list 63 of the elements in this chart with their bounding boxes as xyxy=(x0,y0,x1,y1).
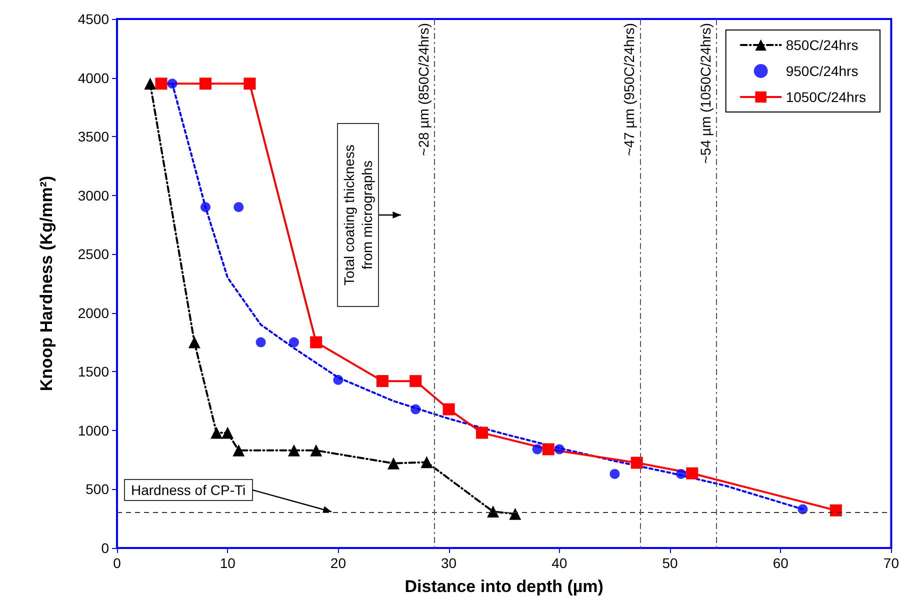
y-tick-label: 1000 xyxy=(78,422,110,438)
x-tick-label: 20 xyxy=(330,555,346,571)
point xyxy=(155,78,168,90)
point xyxy=(676,468,686,479)
point xyxy=(288,337,299,348)
y-axis-title: Knoop Hardness (Kg/mm²) xyxy=(37,176,56,392)
point xyxy=(256,337,266,348)
x-tick-label: 30 xyxy=(441,555,457,571)
point xyxy=(686,467,698,480)
y-tick-label: 3500 xyxy=(78,128,110,145)
point xyxy=(532,444,542,454)
point xyxy=(310,444,322,456)
point xyxy=(487,506,500,518)
point xyxy=(232,444,245,456)
point xyxy=(830,504,842,516)
legend-label: 950C/24hrs xyxy=(786,63,858,79)
y-tick-label: 500 xyxy=(86,481,110,498)
point xyxy=(610,468,620,479)
point xyxy=(199,78,212,90)
point xyxy=(554,444,564,454)
y-tick-label: 1500 xyxy=(78,364,110,380)
x-tick-label: 40 xyxy=(552,555,568,571)
point xyxy=(234,202,244,212)
point xyxy=(144,78,156,90)
ref-line-label: Hardness of CP-Ti xyxy=(124,479,253,501)
y-tick-label: 2500 xyxy=(78,246,110,262)
y-tick-label: 2000 xyxy=(78,304,110,321)
ref-line-label: ~47 µm (950C/24hrs) xyxy=(621,23,638,156)
y-tick-label: 4000 xyxy=(78,70,110,86)
ref-line-label: ~54 µm (1050C/24hrs) xyxy=(697,23,714,164)
legend-label: 1050C/24hrs xyxy=(786,89,866,105)
x-axis-title: Distance into depth (µm) xyxy=(404,577,604,596)
x-tick-label: 70 xyxy=(883,555,900,571)
point xyxy=(476,426,488,439)
point xyxy=(410,404,421,414)
point xyxy=(244,78,256,90)
legend-label: 850C/24hrs xyxy=(786,37,858,53)
point xyxy=(388,457,400,470)
point xyxy=(222,426,234,439)
point xyxy=(442,403,455,416)
x-tick-label: 60 xyxy=(772,555,789,571)
point xyxy=(410,375,422,388)
point xyxy=(188,336,200,348)
point xyxy=(167,78,178,89)
x-tick-label: 50 xyxy=(662,555,678,571)
point xyxy=(210,426,223,439)
ref-line-label: ~28 µm (850C/24hrs) xyxy=(415,23,432,156)
point xyxy=(288,444,300,456)
point xyxy=(310,336,322,348)
x-tick-label: 10 xyxy=(220,555,236,571)
point xyxy=(200,202,210,212)
y-tick-label: 4500 xyxy=(78,11,110,27)
x-tick-label: 0 xyxy=(113,555,122,571)
point xyxy=(333,374,344,385)
y-tick-label: 0 xyxy=(101,540,110,556)
point xyxy=(542,443,554,456)
point xyxy=(798,504,808,514)
point xyxy=(376,375,388,388)
point xyxy=(509,508,522,520)
y-tick-label: 3000 xyxy=(78,187,110,204)
point xyxy=(630,456,643,469)
point xyxy=(420,456,433,468)
annotation: Total coating thickness from micrographs xyxy=(337,123,379,307)
